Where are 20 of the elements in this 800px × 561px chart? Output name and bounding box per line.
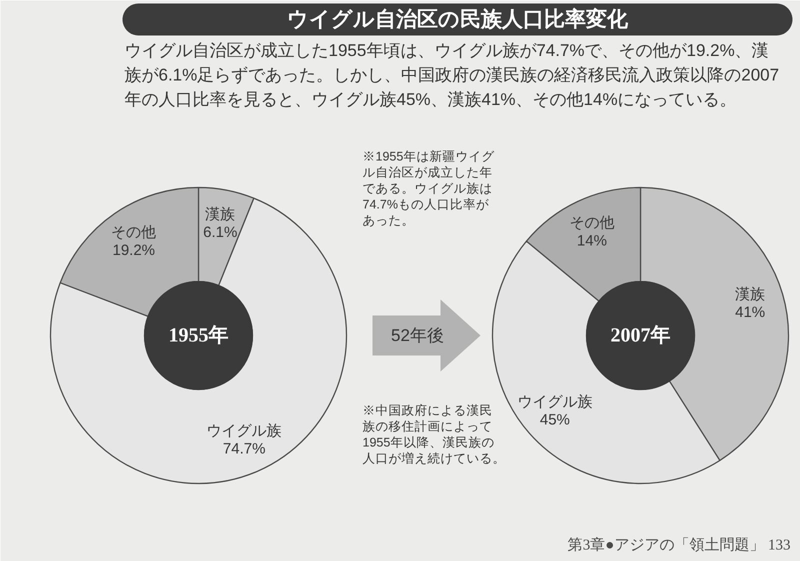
text: ※1955年は新疆ウイグル自治区が成立した年である。ウイグル族は74.7%もの人口比率があった。 bbox=[362, 150, 496, 228]
slice-label: ウイグル族 bbox=[206, 422, 282, 440]
text: ※中国政府による漢民族の移住計画によって1955年以降、漢民族の人口が増え続けている。 bbox=[362, 402, 506, 466]
data-label: 74.7% bbox=[222, 440, 266, 458]
data-label: 6.1% bbox=[203, 224, 238, 241]
text: 1955年 bbox=[168, 324, 228, 346]
data-label: 14% bbox=[576, 232, 607, 250]
text: 52年後 bbox=[391, 326, 444, 345]
data-label: 19.2% bbox=[112, 242, 156, 259]
text: ウイグル自治区が成立した1955年頃は、ウイグル族が74.7%で、その他が19.2%、漢族が6.1%足らずであった。しかし、中国政府の漢民族の経済移民流入政策以降の2007年の人口比率を見ると、ウイグル族45%、漢族41%、その他14%になっている。 bbox=[124, 41, 780, 109]
slice-label: 漢族 bbox=[205, 206, 236, 223]
slice-label: 漢族 bbox=[735, 286, 766, 304]
slice-label: その他 bbox=[569, 214, 614, 232]
data-label: 41% bbox=[735, 304, 766, 322]
slice-label: その他 bbox=[111, 224, 156, 241]
text: ウイグル自治区の民族人口比率変化 bbox=[287, 7, 629, 31]
data-label: 45% bbox=[540, 411, 570, 428]
text: 第3章●アジアの「領土問題」 133 bbox=[568, 536, 790, 554]
text: 2007年 bbox=[610, 324, 670, 346]
slice-label: ウイグル族 bbox=[517, 393, 592, 410]
